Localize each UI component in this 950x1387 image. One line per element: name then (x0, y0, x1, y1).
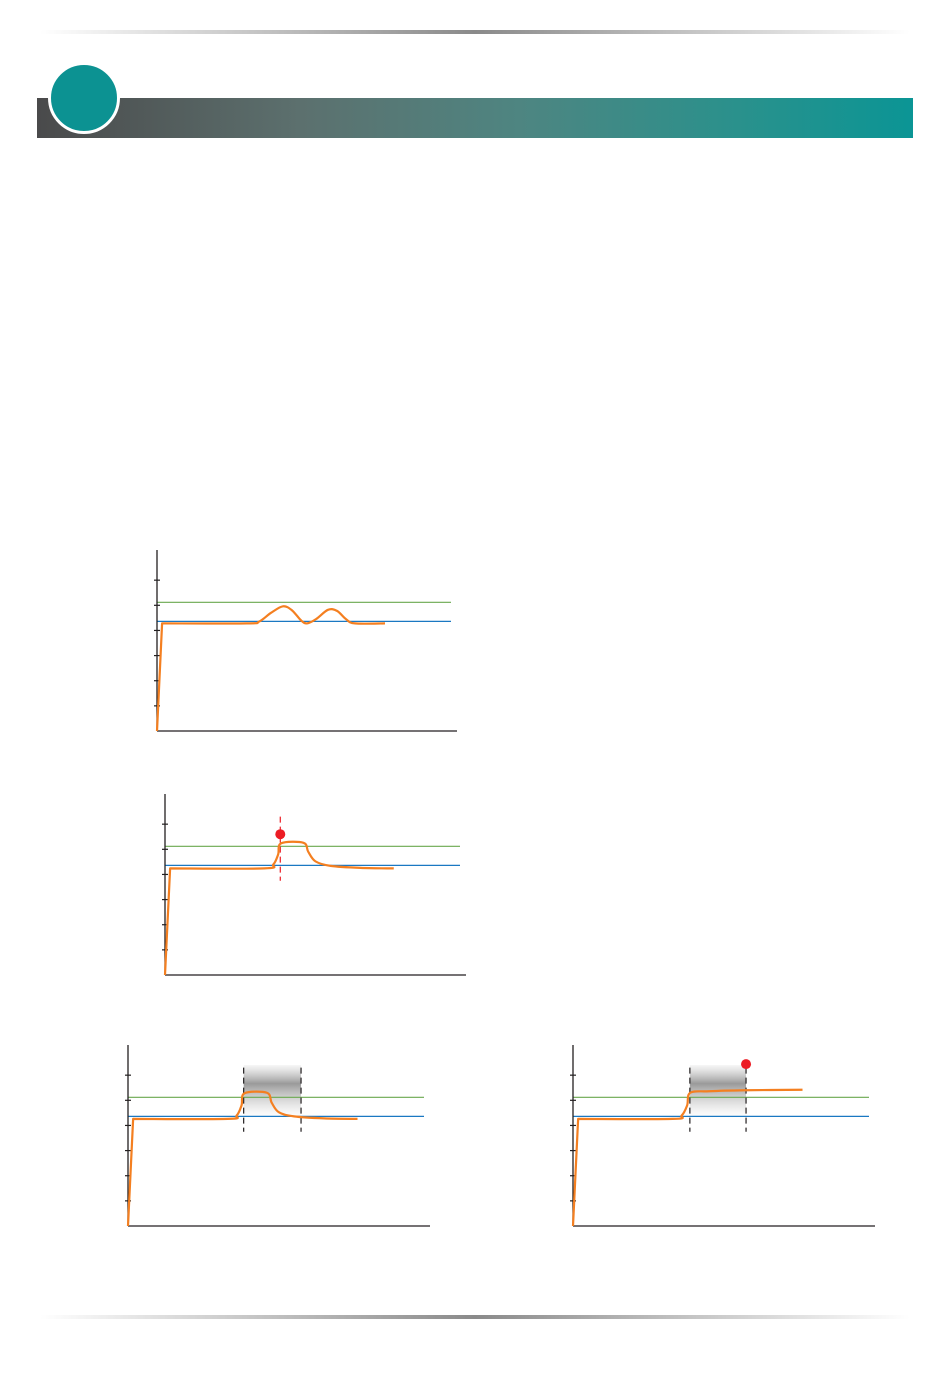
process-curve (163, 840, 394, 976)
bottom-rule (40, 1315, 910, 1319)
process-curve (571, 1088, 803, 1227)
chart-1 (154, 550, 457, 732)
alarm-marker-dot (275, 829, 286, 840)
section-badge (48, 62, 120, 134)
chart-3 (125, 1045, 430, 1227)
chart-4 (570, 1045, 875, 1227)
section-header-bar (37, 98, 913, 138)
top-rule (40, 30, 910, 34)
alarm-marker-dot (741, 1059, 752, 1070)
process-curve (126, 1090, 358, 1227)
process-curve (155, 605, 386, 732)
chart-2 (162, 794, 466, 976)
